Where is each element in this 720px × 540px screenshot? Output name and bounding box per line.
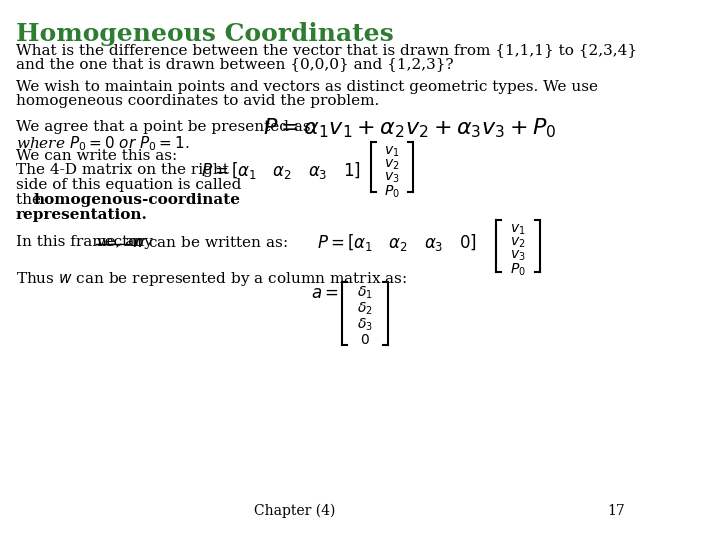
Text: the: the	[16, 193, 46, 207]
Text: representation.: representation.	[16, 208, 148, 222]
Text: $P_0$: $P_0$	[384, 184, 400, 200]
Text: Thus $w$ can be represented by a column matrix as:: Thus $w$ can be represented by a column …	[16, 270, 408, 288]
Text: $P = [\alpha_1 \quad \alpha_2 \quad \alpha_3 \quad 1]$: $P = [\alpha_1 \quad \alpha_2 \quad \alp…	[201, 160, 361, 181]
Text: $0$: $0$	[360, 333, 370, 347]
Text: where $P_0 = 0\ or\ P_0 = 1$.: where $P_0 = 0\ or\ P_0 = 1$.	[16, 134, 190, 153]
Text: homogeneous coordinates to avid the problem.: homogeneous coordinates to avid the prob…	[16, 94, 379, 108]
Text: $v_2$: $v_2$	[384, 158, 400, 172]
Text: $P = \alpha_1 v_1 + \alpha_2 v_2 + \alpha_3 v_3 + P_0$: $P = \alpha_1 v_1 + \alpha_2 v_2 + \alph…	[264, 116, 557, 140]
Text: $v_3$: $v_3$	[510, 249, 526, 264]
Text: In this frame, any: In this frame, any	[16, 235, 158, 249]
Text: We wish to maintain points and vectors as distinct geometric types. We use: We wish to maintain points and vectors a…	[16, 80, 598, 94]
Text: $w$ can be written as:: $w$ can be written as:	[131, 235, 288, 250]
Text: $\delta_2$: $\delta_2$	[357, 301, 373, 318]
Text: Chapter (4): Chapter (4)	[254, 504, 336, 518]
Text: 17: 17	[607, 504, 625, 518]
Text: $v_2$: $v_2$	[510, 236, 526, 251]
Text: What is the difference between the vector that is drawn from {1,1,1} to {2,3,4}: What is the difference between the vecto…	[16, 43, 637, 57]
Text: $P_0$: $P_0$	[510, 262, 526, 279]
Text: vector: vector	[96, 235, 145, 249]
Text: The 4-D matrix on the right: The 4-D matrix on the right	[16, 163, 229, 177]
Text: We agree that a point be presented as:: We agree that a point be presented as:	[16, 120, 316, 134]
Text: side of this equation is called: side of this equation is called	[16, 178, 241, 192]
Text: $v_3$: $v_3$	[384, 171, 400, 185]
Text: $\delta_1$: $\delta_1$	[357, 285, 373, 301]
Text: and the one that is drawn between {0,0,0} and {1,2,3}?: and the one that is drawn between {0,0,0…	[16, 57, 454, 71]
Text: $v_1$: $v_1$	[384, 145, 400, 159]
Text: $P = [\alpha_1 \quad \alpha_2 \quad \alpha_3 \quad 0]$: $P = [\alpha_1 \quad \alpha_2 \quad \alp…	[317, 232, 477, 253]
Text: $a =$: $a =$	[311, 285, 338, 302]
Text: Homogeneous Coordinates: Homogeneous Coordinates	[16, 22, 394, 46]
Text: $\delta_3$: $\delta_3$	[357, 317, 373, 333]
Text: homogenous-coordinate: homogenous-coordinate	[34, 193, 241, 207]
Text: $v_1$: $v_1$	[510, 223, 526, 238]
Text: We can write this as:: We can write this as:	[16, 149, 177, 163]
